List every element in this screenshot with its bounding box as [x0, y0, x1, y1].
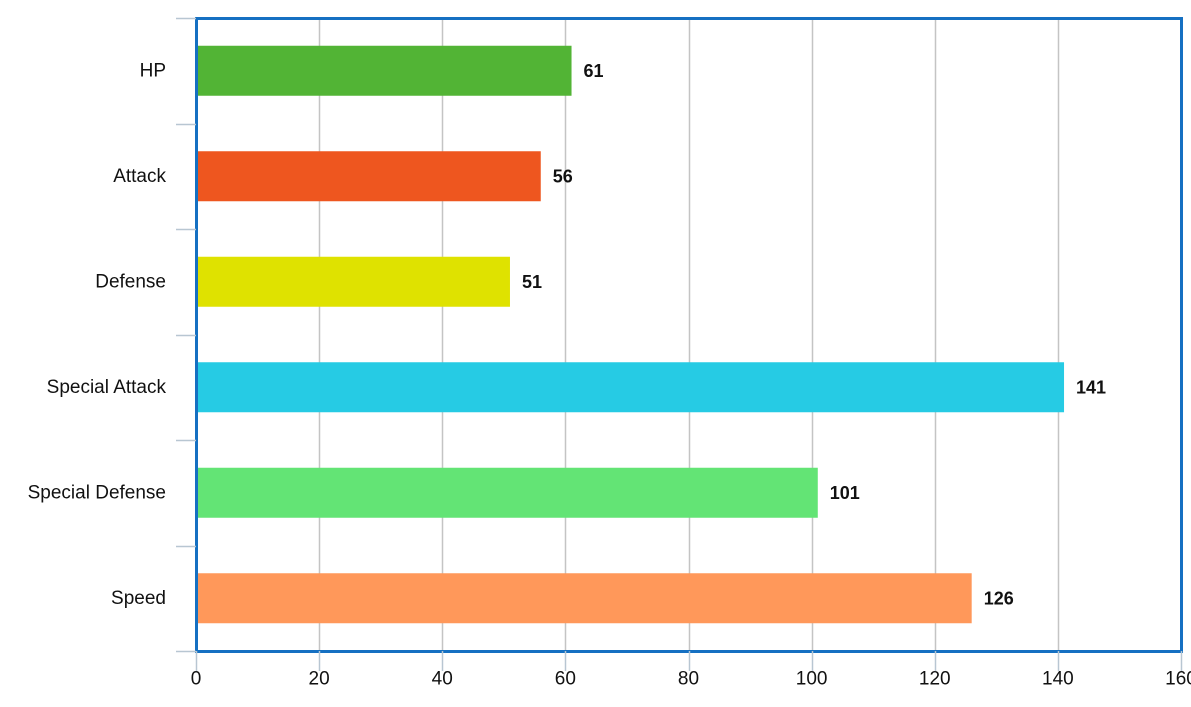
category-label-hp: HP: [140, 60, 166, 81]
category-label-special-attack: Special Attack: [47, 377, 167, 398]
x-tick-label-80: 80: [678, 669, 699, 690]
axis-ticks: [176, 17, 1183, 671]
x-tick-label-120: 120: [919, 669, 951, 690]
bars: [196, 45, 1065, 624]
x-tick-label-140: 140: [1042, 669, 1074, 690]
x-tick-label-100: 100: [796, 669, 828, 690]
category-label-defense: Defense: [95, 271, 166, 292]
bar-special-attack: [196, 362, 1065, 413]
data-label-hp: 61: [584, 61, 604, 81]
category-label-attack: Attack: [113, 166, 166, 187]
x-tick-label-40: 40: [432, 669, 453, 690]
data-label-special-defense: 101: [830, 483, 860, 503]
data-label-special-attack: 141: [1076, 377, 1106, 397]
x-tick-label-60: 60: [555, 669, 576, 690]
data-label-defense: 51: [522, 272, 542, 292]
category-label-speed: Speed: [111, 588, 166, 609]
labels: 61 HP 56 Attack 51 Defense 141 Special Attack 10…: [28, 60, 1191, 689]
bar-defense: [196, 256, 510, 307]
gridlines: [318, 18, 1060, 651]
bar-special-defense: [196, 467, 818, 518]
category-label-special-defense: Special Defense: [28, 482, 166, 503]
bar-hp: [196, 45, 572, 96]
x-tick-label-0: 0: [191, 669, 202, 690]
bar-attack: [196, 151, 541, 202]
x-tick-label-20: 20: [309, 669, 330, 690]
x-tick-label-160: 160: [1165, 669, 1191, 690]
data-label-speed: 126: [984, 588, 1014, 608]
bar-speed: [196, 573, 972, 624]
data-label-attack: 56: [553, 166, 573, 186]
